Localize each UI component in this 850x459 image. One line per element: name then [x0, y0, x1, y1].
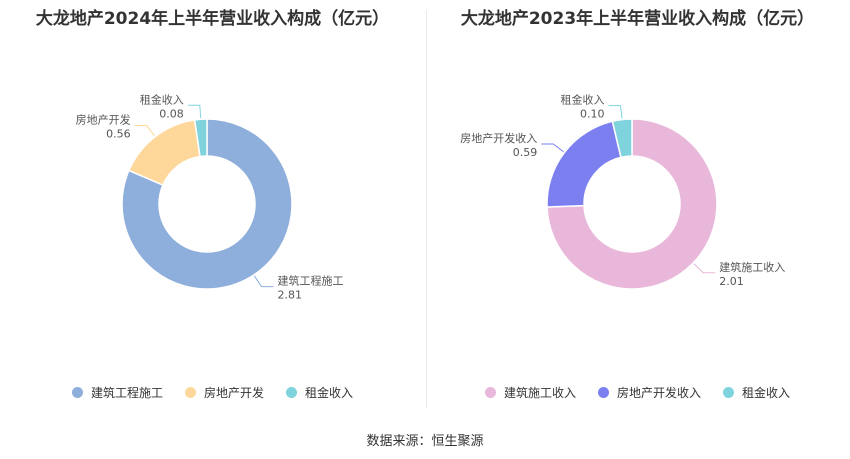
slice-value-label: 0.08 [159, 107, 184, 120]
pie-slice[interactable] [611, 118, 633, 159]
pie-slice[interactable] [546, 118, 718, 290]
legend-swatch [723, 387, 734, 398]
slice-category-label: 租金收入 [561, 93, 605, 107]
pie-slice[interactable] [546, 120, 622, 208]
legend: 建筑施工收入 房地产开发收入 租金收入 [425, 384, 850, 401]
legend-label: 租金收入 [305, 386, 354, 400]
legend-label: 房地产开发收入 [616, 386, 701, 400]
legend-label: 房地产开发 [203, 386, 264, 400]
slice-value-label: 2.81 [277, 289, 302, 302]
slice-value-label: 2.01 [719, 275, 744, 288]
legend-item[interactable]: 建筑施工收入 [484, 384, 576, 401]
divider [426, 10, 427, 408]
label-leader-line [693, 263, 716, 274]
slice-value-label: 0.56 [106, 128, 131, 141]
label-leader-line [541, 143, 564, 153]
slice-category-label: 建筑施工收入 [719, 260, 785, 274]
slice-value-label: 0.59 [513, 146, 538, 159]
legend-item[interactable]: 房地产开发 [184, 384, 264, 401]
chart-title: 大龙地产2023年上半年营业收入构成（亿元） [460, 9, 815, 29]
legend-swatch [71, 387, 83, 398]
slice-category-label: 房地产开发 [76, 113, 131, 127]
slice-category-label: 租金收入 [140, 92, 184, 106]
label-leader-line [134, 125, 155, 137]
legend-item[interactable]: 建筑工程施工 [71, 384, 163, 401]
data-source: 数据来源：恒生聚源 [366, 434, 484, 449]
legend-item[interactable]: 租金收入 [286, 384, 353, 401]
label-leader-line [187, 104, 202, 119]
chart-title: 大龙地产2024年上半年营业收入构成（亿元） [35, 9, 390, 29]
slice-category-label: 建筑工程施工 [277, 274, 343, 288]
legend-item[interactable]: 房地产开发收入 [597, 384, 701, 401]
slice-value-label: 0.10 [580, 108, 605, 121]
legend-item[interactable]: 租金收入 [723, 384, 790, 401]
legend-swatch [597, 387, 609, 398]
pie-slice[interactable] [193, 118, 208, 158]
pie-slice[interactable] [127, 119, 201, 187]
chart-2023: 大龙地产2023年上半年营业收入构成（亿元） 建筑施工收入 2.01 房地产开发收入… [425, 0, 850, 420]
legend-swatch [484, 387, 496, 398]
slice-category-label: 房地产开发收入 [460, 131, 537, 145]
legend-label: 建筑施工收入 [503, 386, 576, 400]
legend-label: 建筑工程施工 [90, 386, 163, 400]
legend: 建筑工程施工 房地产开发 租金收入 [0, 384, 425, 401]
legend-swatch [184, 387, 196, 398]
legend-label: 租金收入 [742, 386, 791, 400]
pie-slice[interactable] [121, 118, 293, 290]
legend-swatch [286, 387, 297, 398]
label-leader-line [608, 105, 623, 119]
chart-2024: 大龙地产2024年上半年营业收入构成（亿元） 建筑工程施工 2.81 房地产开发 0.… [0, 0, 425, 420]
label-leader-line [253, 275, 274, 288]
